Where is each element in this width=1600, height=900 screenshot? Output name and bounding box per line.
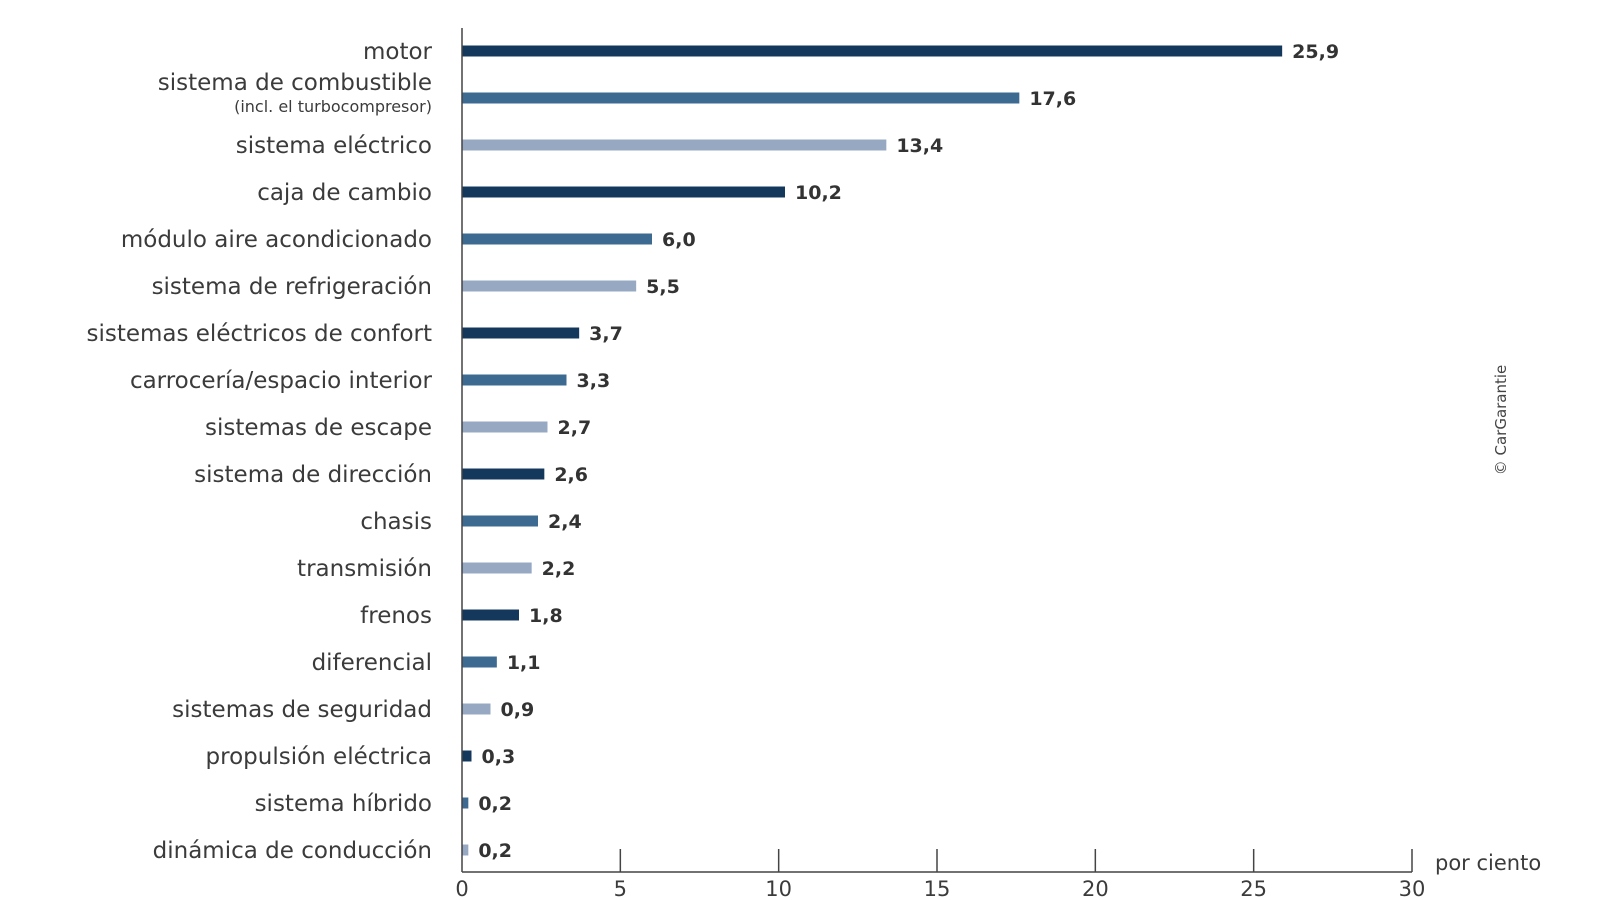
bar-1: [462, 92, 1020, 104]
value-label-16: 0,2: [478, 793, 512, 815]
category-note-1: (incl. el turbocompresor): [234, 97, 432, 116]
category-label-1: sistema de combustible: [158, 70, 432, 96]
value-label-1: 17,6: [1029, 88, 1076, 110]
value-label-2: 13,4: [896, 135, 943, 157]
bar-9: [462, 468, 545, 480]
category-label-16: sistema híbrido: [255, 791, 432, 817]
x-tick-label-5: 25: [1240, 877, 1267, 900]
bar-11: [462, 562, 532, 574]
value-label-5: 5,5: [646, 276, 680, 298]
bar-0: [462, 45, 1283, 57]
bar-7: [462, 374, 567, 386]
bar-5: [462, 280, 637, 292]
category-label-15: propulsión eléctrica: [206, 744, 432, 770]
value-label-6: 3,7: [589, 323, 623, 345]
value-label-10: 2,4: [548, 511, 582, 533]
value-label-14: 0,9: [501, 699, 535, 721]
x-tick-label-1: 5: [614, 877, 627, 900]
bars-group: [462, 45, 1283, 856]
x-tick-label-2: 10: [765, 877, 792, 900]
value-label-9: 2,6: [554, 464, 588, 486]
category-label-2: sistema eléctrico: [236, 133, 432, 159]
category-label-0: motor: [363, 39, 433, 65]
bar-8: [462, 421, 548, 433]
value-label-0: 25,9: [1292, 41, 1339, 63]
category-label-6: sistemas eléctricos de confort: [86, 321, 432, 347]
category-label-8: sistemas de escape: [205, 415, 432, 441]
bar-13: [462, 656, 497, 668]
copyright-note: © CarGarantie: [1492, 365, 1510, 476]
category-labels: motor sistema de combustible(incl. el tur…: [86, 39, 432, 864]
category-label-3: caja de cambio: [257, 180, 432, 206]
value-label-17: 0,2: [478, 840, 512, 862]
bar-10: [462, 515, 538, 527]
value-label-8: 2,7: [558, 417, 592, 439]
x-axis-ticks: 0 5 10 15 20 25 30: [455, 849, 1425, 900]
value-label-15: 0,3: [482, 746, 516, 768]
value-label-3: 10,2: [795, 182, 842, 204]
bar-6: [462, 327, 580, 339]
bar-15: [462, 750, 472, 762]
value-label-11: 2,2: [542, 558, 576, 580]
bar-14: [462, 703, 491, 715]
value-labels: 25,9 17,6 13,4 10,2 6,0 5,5 3,7 3,3 2,7 2,6 2,4 2,2…: [478, 41, 1339, 862]
x-tick-label-0: 0: [455, 877, 468, 900]
value-label-12: 1,8: [529, 605, 563, 627]
bar-4: [462, 233, 652, 245]
category-label-9: sistema de dirección: [194, 462, 432, 488]
x-tick-label-6: 30: [1399, 877, 1426, 900]
bar-17: [462, 844, 469, 856]
x-tick-label-3: 15: [924, 877, 951, 900]
category-label-12: frenos: [360, 603, 432, 629]
value-label-13: 1,1: [507, 652, 541, 674]
value-label-7: 3,3: [577, 370, 611, 392]
x-axis-unit-label: por ciento: [1435, 851, 1541, 875]
category-label-13: diferencial: [312, 650, 432, 676]
category-label-10: chasis: [360, 509, 432, 535]
category-label-17: dinámica de conducción: [153, 838, 432, 864]
x-tick-label-4: 20: [1082, 877, 1109, 900]
category-label-7: carrocería/espacio interior: [130, 368, 433, 394]
category-label-11: transmisión: [297, 556, 432, 582]
bar-2: [462, 139, 887, 151]
bar-3: [462, 186, 785, 198]
category-label-14: sistemas de seguridad: [172, 697, 432, 723]
bar-12: [462, 609, 519, 621]
value-label-4: 6,0: [662, 229, 696, 251]
bar-16: [462, 797, 469, 809]
category-label-5: sistema de refrigeración: [152, 274, 432, 300]
category-label-4: módulo aire acondicionado: [121, 227, 432, 253]
